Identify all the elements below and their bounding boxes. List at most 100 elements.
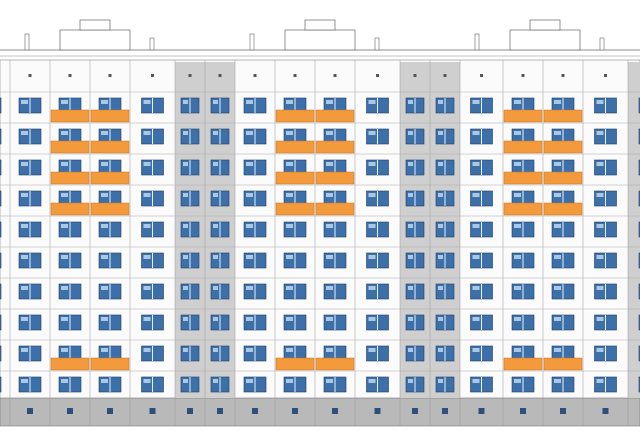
window-glare — [143, 100, 151, 104]
window-glare — [101, 131, 108, 135]
window-glare — [143, 193, 151, 197]
window-glare — [61, 255, 68, 259]
window-glare — [21, 131, 28, 135]
window-glare — [286, 255, 293, 259]
window-glare — [213, 224, 218, 228]
window-glare — [472, 162, 480, 166]
balcony-panel — [275, 357, 315, 371]
window-glare — [183, 348, 188, 352]
balcony-panel — [50, 109, 90, 123]
window-glare — [246, 348, 253, 352]
window-glare — [143, 379, 151, 383]
window-glare — [143, 131, 151, 135]
window-glare — [21, 162, 28, 166]
balcony-panel — [50, 357, 90, 371]
roof-structure — [284, 29, 356, 51]
balcony-panel — [503, 357, 543, 371]
balcony-panel — [275, 109, 315, 123]
window-glare — [213, 286, 218, 290]
window-glare — [286, 193, 293, 197]
window-glare — [101, 100, 108, 104]
basement-vent — [478, 408, 485, 414]
attic-vent — [188, 74, 192, 77]
basement-vent — [374, 408, 381, 414]
window-glare — [101, 348, 108, 352]
window-glare — [368, 286, 376, 290]
attic-vent — [293, 74, 297, 77]
window-glare — [408, 100, 413, 104]
window-glare — [514, 224, 521, 228]
attic-vent — [443, 74, 447, 77]
window-glare — [368, 317, 376, 321]
attic-vent — [561, 74, 565, 77]
window — [0, 283, 2, 300]
window-glare — [246, 286, 253, 290]
window-glare — [408, 162, 413, 166]
basement-vent — [217, 408, 223, 414]
window-glare — [286, 317, 293, 321]
window-glare — [596, 317, 604, 321]
window-glare — [438, 255, 443, 259]
window-glare — [101, 286, 108, 290]
window-glare — [61, 224, 68, 228]
window-glare — [472, 317, 480, 321]
window-glare — [246, 317, 253, 321]
basement-vent — [442, 408, 448, 414]
balcony-panel — [543, 109, 583, 123]
window-glare — [514, 100, 521, 104]
window-glare — [61, 348, 68, 352]
window-glare — [286, 100, 293, 104]
basement-vent — [560, 408, 566, 414]
window-glare — [514, 379, 521, 383]
window-glare — [408, 224, 413, 228]
window-glare — [472, 100, 480, 104]
window-glare — [286, 286, 293, 290]
basement-vent — [602, 408, 609, 414]
window-glare — [514, 162, 521, 166]
window-glare — [368, 348, 376, 352]
basement-vent — [292, 408, 298, 414]
window-glare — [438, 131, 443, 135]
balcony-panel — [503, 140, 543, 154]
balcony-panel — [503, 109, 543, 123]
window-glare — [596, 348, 604, 352]
balcony-panel — [50, 140, 90, 154]
window-glare — [554, 317, 561, 321]
window-glare — [246, 255, 253, 259]
window-glare — [101, 317, 108, 321]
window-glare — [61, 162, 68, 166]
attic-vent — [68, 74, 72, 77]
window-glare — [472, 193, 480, 197]
window-glare — [472, 286, 480, 290]
basement-vent — [149, 408, 156, 414]
balcony-panel — [275, 202, 315, 216]
window-glare — [21, 100, 28, 104]
window — [0, 97, 2, 114]
basement-vent — [27, 408, 33, 414]
roof-pipe — [374, 37, 380, 51]
attic-vent — [108, 74, 112, 77]
window-glare — [101, 255, 108, 259]
roof-structure-top — [529, 19, 561, 31]
attic-vent — [521, 74, 525, 77]
balcony-panel — [275, 140, 315, 154]
balcony-panel — [543, 140, 583, 154]
window-glare — [472, 131, 480, 135]
window-glare — [472, 348, 480, 352]
basement-vent — [187, 408, 193, 414]
window-glare — [183, 193, 188, 197]
window-glare — [286, 224, 293, 228]
balcony-panel — [90, 109, 130, 123]
window-glare — [21, 379, 28, 383]
basement-vent — [67, 408, 73, 414]
window-glare — [326, 100, 333, 104]
plinth — [0, 397, 640, 427]
roof-pipe — [599, 37, 605, 51]
basement-vent — [252, 408, 258, 414]
balcony-panel — [315, 140, 355, 154]
window-glare — [596, 100, 604, 104]
window-glare — [246, 224, 253, 228]
window-glare — [554, 286, 561, 290]
window-glare — [438, 224, 443, 228]
window-glare — [368, 100, 376, 104]
